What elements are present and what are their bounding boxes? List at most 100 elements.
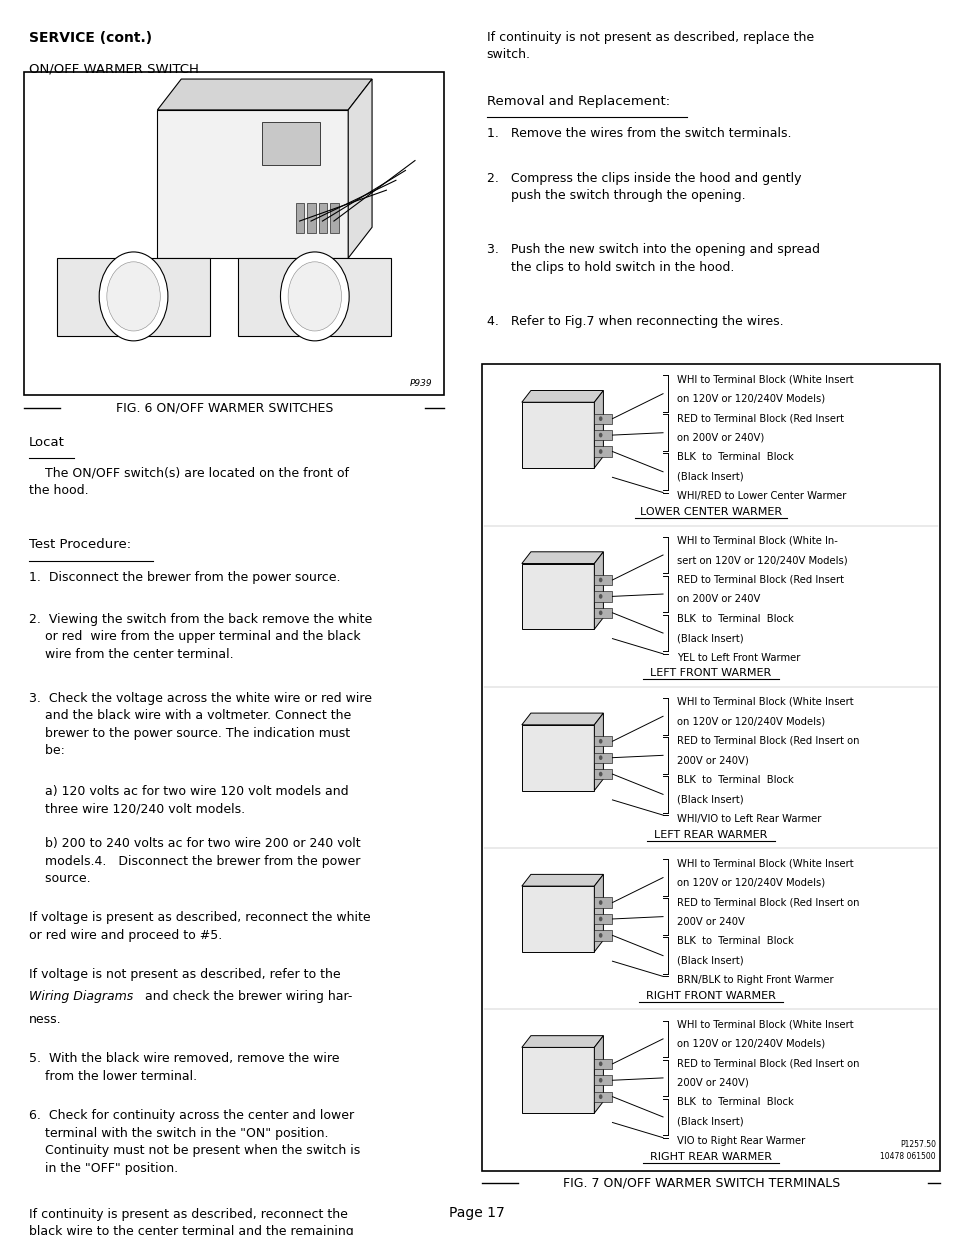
Text: 2.   Compress the clips inside the hood and gently
      push the switch through: 2. Compress the clips inside the hood an… [486,172,801,203]
Bar [24,72,443,395]
Circle shape [598,772,602,777]
Text: WHI to Terminal Block (White Insert: WHI to Terminal Block (White Insert [677,697,853,706]
Bar [594,1058,612,1070]
Text: RIGHT REAR WARMER: RIGHT REAR WARMER [649,1152,771,1162]
Circle shape [598,1062,602,1066]
Circle shape [288,262,341,331]
Text: on 120V or 120/240V Models): on 120V or 120/240V Models) [677,716,824,726]
Polygon shape [348,79,372,258]
Text: WHI/VIO to Left Rear Warmer: WHI/VIO to Left Rear Warmer [677,814,821,824]
Text: Locat: Locat [29,436,65,450]
Text: and check the brewer wiring har-: and check the brewer wiring har- [141,990,353,1004]
Text: sert on 120V or 120/240V Models): sert on 120V or 120/240V Models) [677,555,847,564]
Circle shape [598,450,602,454]
Text: RED to Terminal Block (Red Insert on: RED to Terminal Block (Red Insert on [677,897,859,906]
Text: If voltage is present as described, reconnect the white
or red wire and proceed : If voltage is present as described, reco… [29,911,370,942]
Text: RIGHT FRONT WARMER: RIGHT FRONT WARMER [645,990,775,1000]
Polygon shape [521,1036,602,1047]
Text: BLK  to  Terminal  Block: BLK to Terminal Block [677,614,793,624]
Polygon shape [521,713,602,725]
Text: 6.  Check for continuity across the center and lower
    terminal with the switc: 6. Check for continuity across the cente… [29,1109,359,1174]
Text: 2.  Viewing the switch from the back remove the white
    or red  wire from the : 2. Viewing the switch from the back remo… [29,613,372,661]
Bar [594,574,612,585]
Bar [521,887,594,952]
Bar [318,203,327,233]
Circle shape [598,1094,602,1099]
Polygon shape [238,258,391,336]
Polygon shape [157,110,348,258]
Circle shape [598,934,602,937]
Polygon shape [594,874,602,952]
Text: (Black Insert): (Black Insert) [677,472,743,482]
Text: WHI to Terminal Block (White Insert: WHI to Terminal Block (White Insert [677,858,853,868]
Text: RED to Terminal Block (Red Insert: RED to Terminal Block (Red Insert [677,414,843,424]
Text: LOWER CENTER WARMER: LOWER CENTER WARMER [639,508,781,517]
Bar [594,898,612,908]
Bar [594,608,612,618]
Bar [481,364,939,1171]
Text: Wiring Diagrams: Wiring Diagrams [29,990,132,1004]
Bar [594,769,612,779]
Text: SERVICE (cont.): SERVICE (cont.) [29,31,152,44]
Text: WHI to Terminal Block (White Insert: WHI to Terminal Block (White Insert [677,1019,853,1029]
Text: Test Procedure:: Test Procedure: [29,538,131,552]
Text: Page 17: Page 17 [449,1205,504,1220]
Text: BLK  to  Terminal  Block: BLK to Terminal Block [677,936,793,946]
Text: 3.   Push the new switch into the opening and spread
      the clips to hold swi: 3. Push the new switch into the opening … [486,243,819,274]
Circle shape [598,610,602,615]
Text: WHI to Terminal Block (White In-: WHI to Terminal Block (White In- [677,536,838,546]
Polygon shape [594,552,602,630]
Text: 200V or 240V: 200V or 240V [677,916,744,926]
Bar [307,203,315,233]
Bar [594,914,612,924]
Polygon shape [594,1036,602,1113]
Circle shape [598,416,602,421]
Bar [594,430,612,440]
Bar [330,203,338,233]
Circle shape [598,900,602,905]
Text: Removal and Replacement:: Removal and Replacement: [486,95,669,109]
Text: BRN/BLK to Right Front Warmer: BRN/BLK to Right Front Warmer [677,976,833,986]
Bar [594,414,612,424]
Circle shape [598,594,602,599]
Bar [594,752,612,763]
Circle shape [598,432,602,437]
Bar [594,930,612,941]
Polygon shape [521,552,602,563]
Circle shape [598,756,602,760]
Text: on 200V or 240V): on 200V or 240V) [677,432,763,442]
Text: LEFT FRONT WARMER: LEFT FRONT WARMER [649,668,771,678]
Bar [521,563,594,630]
Bar [521,403,594,468]
Text: 10478 061500: 10478 061500 [880,1152,935,1161]
Text: If voltage is not present as described, refer to the: If voltage is not present as described, … [29,968,340,982]
Text: VIO to Right Rear Warmer: VIO to Right Rear Warmer [677,1136,804,1146]
Text: BLK  to  Terminal  Block: BLK to Terminal Block [677,1098,793,1108]
Circle shape [99,252,168,341]
Text: on 120V or 120/240V Models): on 120V or 120/240V Models) [677,394,824,404]
Text: P939: P939 [409,379,432,388]
Polygon shape [594,713,602,790]
Text: LEFT REAR WARMER: LEFT REAR WARMER [654,830,766,840]
Polygon shape [157,79,372,110]
Text: ON/OFF WARMER SWITCH: ON/OFF WARMER SWITCH [29,63,198,77]
Text: ness.: ness. [29,1013,61,1026]
Text: 1.   Remove the wires from the switch terminals.: 1. Remove the wires from the switch term… [486,127,790,141]
Text: WHI/RED to Lower Center Warmer: WHI/RED to Lower Center Warmer [677,492,846,501]
Text: P1257.50: P1257.50 [899,1140,935,1149]
Text: 200V or 240V): 200V or 240V) [677,1078,748,1088]
Polygon shape [57,258,210,336]
Bar [594,736,612,746]
Circle shape [107,262,160,331]
Text: 1.  Disconnect the brewer from the power source.: 1. Disconnect the brewer from the power … [29,571,340,584]
Bar [594,592,612,601]
Text: The ON/OFF switch(s) are located on the front of
the hood.: The ON/OFF switch(s) are located on the … [29,467,348,498]
Text: on 200V or 240V: on 200V or 240V [677,594,760,604]
Circle shape [598,578,602,583]
Circle shape [598,916,602,921]
Bar [521,725,594,790]
Bar [594,1076,612,1086]
Text: YEL to Left Front Warmer: YEL to Left Front Warmer [677,652,800,662]
Text: (Black Insert): (Black Insert) [677,1116,743,1126]
Text: (Black Insert): (Black Insert) [677,634,743,643]
